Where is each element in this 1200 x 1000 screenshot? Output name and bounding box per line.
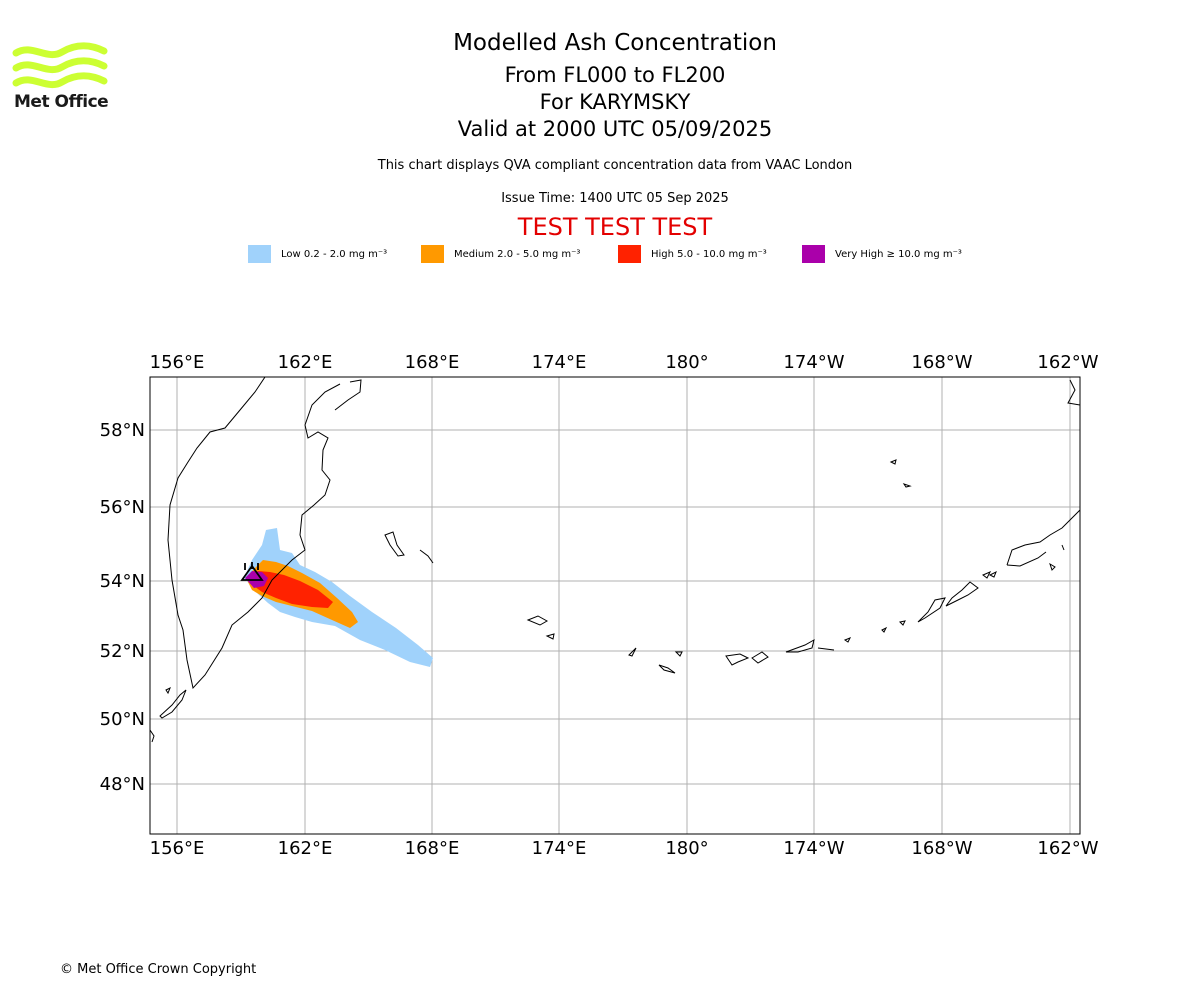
lon-tick-bottom: 168°W xyxy=(911,838,972,859)
lon-ticks-bottom: 156°E 162°E 168°E 174°E 180° 174°W 168°W… xyxy=(150,838,1099,859)
legend-swatch-low xyxy=(248,245,271,263)
map-frame xyxy=(149,376,1081,835)
test-banner: TEST TEST TEST xyxy=(517,213,713,241)
lon-tick-top: 162°E xyxy=(278,352,333,373)
lon-tick-top: 168°E xyxy=(405,352,460,373)
legend-label-low: Low 0.2 - 2.0 mg m⁻³ xyxy=(281,248,388,260)
lon-tick-bottom: 162°E xyxy=(278,838,333,859)
lon-tick-bottom: 174°W xyxy=(783,838,844,859)
lon-tick-bottom: 162°W xyxy=(1037,838,1098,859)
legend-swatch-very-high xyxy=(802,245,825,263)
lon-tick-top: 174°E xyxy=(532,352,587,373)
chart-info-text: This chart displays QVA compliant concen… xyxy=(377,158,853,173)
lon-tick-top: 174°W xyxy=(783,352,844,373)
chart-title: Modelled Ash Concentration xyxy=(453,30,777,56)
volcano-name: For KARYMSKY xyxy=(539,90,691,114)
lon-tick-top: 168°W xyxy=(911,352,972,373)
lat-tick: 48°N xyxy=(100,774,145,795)
lon-tick-top: 156°E xyxy=(150,352,205,373)
legend-label-high: High 5.0 - 10.0 mg m⁻³ xyxy=(651,248,767,260)
lon-tick-top: 162°W xyxy=(1037,352,1098,373)
lon-ticks-top: 156°E 162°E 168°E 174°E 180° 174°W 168°W… xyxy=(150,352,1099,373)
legend-swatch-high xyxy=(618,245,641,263)
lon-tick-bottom: 168°E xyxy=(405,838,460,859)
issue-time: Issue Time: 1400 UTC 05 Sep 2025 xyxy=(501,191,729,206)
ash-low-region xyxy=(244,528,433,667)
legend-label-very-high: Very High ≥ 10.0 mg m⁻³ xyxy=(835,248,962,260)
lat-tick: 52°N xyxy=(100,641,145,662)
ash-high-region xyxy=(250,571,333,608)
legend-item-high: High 5.0 - 10.0 mg m⁻³ xyxy=(618,244,767,264)
lat-tick: 50°N xyxy=(100,709,145,730)
legend-label-medium: Medium 2.0 - 5.0 mg m⁻³ xyxy=(454,248,581,260)
valid-time: Valid at 2000 UTC 05/09/2025 xyxy=(457,117,773,141)
met-office-logo-icon xyxy=(12,42,108,89)
legend-swatch-medium xyxy=(421,245,444,263)
legend-item-low: Low 0.2 - 2.0 mg m⁻³ xyxy=(248,244,387,264)
lon-tick-top: 180° xyxy=(665,352,708,373)
lon-tick-bottom: 180° xyxy=(665,838,708,859)
lat-tick: 56°N xyxy=(100,497,145,518)
copyright-text: © Met Office Crown Copyright xyxy=(60,962,257,977)
legend-item-very-high: Very High ≥ 10.0 mg m⁻³ xyxy=(802,244,962,264)
logo-text: Met Office xyxy=(14,92,109,112)
lat-tick: 54°N xyxy=(100,571,145,592)
volcano-marker-icon xyxy=(240,562,264,581)
lon-tick-bottom: 156°E xyxy=(150,838,205,859)
lat-tick: 58°N xyxy=(100,420,145,441)
lon-tick-bottom: 174°E xyxy=(532,838,587,859)
lat-ticks: 58°N 56°N 54°N 52°N 50°N 48°N xyxy=(100,420,145,795)
flight-level-range: From FL000 to FL200 xyxy=(504,63,726,87)
coastlines xyxy=(150,377,1080,743)
legend-item-medium: Medium 2.0 - 5.0 mg m⁻³ xyxy=(421,244,580,264)
